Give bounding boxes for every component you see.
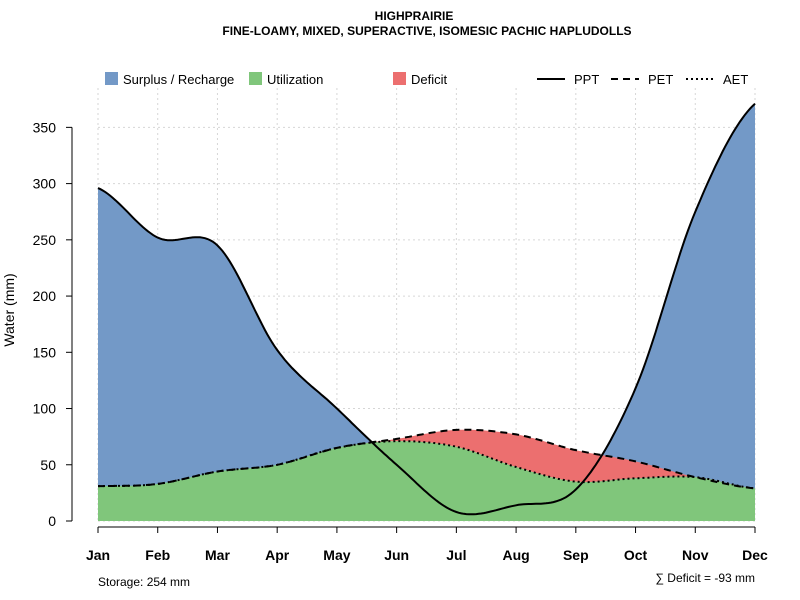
- y-tick-label: 200: [33, 288, 57, 304]
- legend-swatch-surplus: [105, 72, 118, 85]
- surplus-recharge-area: [98, 103, 755, 521]
- x-tick-label-jan: Jan: [86, 547, 110, 563]
- y-tick-label: 0: [48, 513, 56, 529]
- utilization-area: [98, 441, 755, 521]
- y-tick-label: 100: [33, 401, 57, 417]
- x-tick-label-jun: Jun: [384, 547, 409, 563]
- series-line-ppt: [97, 102, 756, 516]
- x-tick-label-sep: Sep: [563, 547, 589, 563]
- series-line-aet: [98, 440, 756, 490]
- x-tick-label-mar: Mar: [205, 547, 230, 563]
- x-tick-label-nov: Nov: [682, 547, 709, 563]
- legend-label-surplus: Surplus / Recharge: [123, 72, 234, 87]
- legend: Surplus / Recharge Utilization Deficit P…: [105, 72, 748, 87]
- x-tick-label-dec: Dec: [742, 547, 768, 563]
- legend-swatch-utilization: [249, 72, 262, 85]
- storage-annotation: Storage: 254 mm: [98, 575, 190, 589]
- x-tick-label-feb: Feb: [145, 547, 170, 563]
- x-tick-label-jul: Jul: [446, 547, 466, 563]
- legend-label-deficit: Deficit: [411, 72, 448, 87]
- x-tick-label-oct: Oct: [624, 547, 648, 563]
- x-tick-label-aug: Aug: [502, 547, 529, 563]
- deficit-annotation: ∑ Deficit = -93 mm: [655, 571, 755, 585]
- legend-label-utilization: Utilization: [267, 72, 323, 87]
- y-tick-label: 350: [33, 119, 57, 135]
- y-tick-label: 150: [33, 344, 57, 360]
- legend-swatch-deficit: [393, 72, 406, 85]
- legend-label-aet: AET: [723, 72, 748, 87]
- legend-label-pet: PET: [648, 72, 673, 87]
- x-tick-label-apr: Apr: [265, 547, 290, 563]
- legend-label-ppt: PPT: [574, 72, 599, 87]
- chart-subtitle: FINE-LOAMY, MIXED, SUPERACTIVE, ISOMESIC…: [222, 24, 631, 38]
- y-axis-label: Water (mm): [1, 273, 17, 346]
- y-tick-label: 250: [33, 232, 57, 248]
- y-tick-label: 50: [40, 457, 56, 473]
- x-tick-label-may: May: [323, 547, 350, 563]
- y-tick-label: 300: [33, 176, 57, 192]
- plot-area: 0 50 100 150 200 250 300 350 Jan Feb Mar Apr May Jun J…: [33, 88, 768, 563]
- chart-title: HIGHPRAIRIE: [375, 9, 454, 23]
- deficit-area: [98, 429, 755, 489]
